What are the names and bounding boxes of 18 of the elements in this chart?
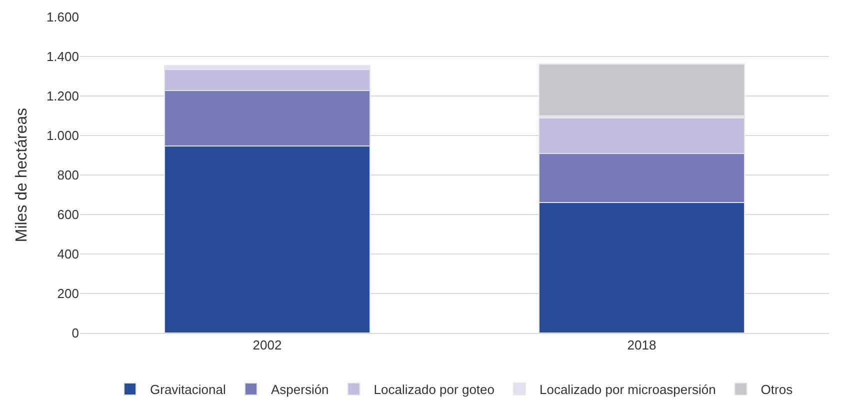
y-tick-label: 200 (57, 286, 79, 302)
y-tick-label: 0 (72, 326, 79, 341)
x-tick-label: 2018 (627, 338, 656, 353)
legend-label: Gravitacional (150, 382, 226, 398)
y-tick-label: 1.600 (46, 10, 79, 25)
legend-label: Aspersión (270, 382, 329, 398)
legend-label: Localizado por microaspersión (539, 382, 716, 398)
y-tick-label: 1.400 (46, 49, 79, 64)
y-tick-label: 400 (57, 246, 79, 262)
y-tick-label: 1.200 (46, 88, 79, 104)
y-tick-label: 600 (57, 207, 79, 222)
y-tick-label: 1.000 (46, 128, 79, 144)
x-tick-label: 2002 (252, 338, 282, 353)
legend-label: Localizado por goteo (374, 382, 494, 398)
legend-label: Otros (760, 382, 794, 398)
y-tick-label: 800 (57, 168, 79, 183)
y-axis-title: Miles de hectáreas (13, 108, 30, 242)
bar (538, 64, 746, 117)
